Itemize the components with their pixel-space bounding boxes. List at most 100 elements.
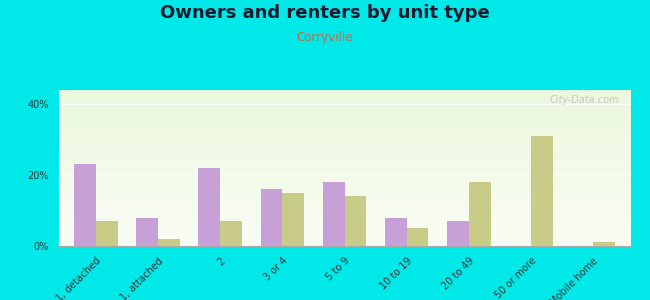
Bar [58,157,630,158]
Bar [58,99,630,100]
Bar [58,141,630,142]
Bar [58,92,630,93]
Bar [58,236,630,237]
Bar [58,162,630,163]
Bar [58,193,630,194]
Bar [58,163,630,164]
Bar [58,228,630,229]
Bar [58,122,630,123]
Bar [58,212,630,213]
Bar [58,180,630,181]
Bar [58,226,630,227]
Bar [198,168,220,246]
Bar [58,123,630,124]
Bar [58,199,630,200]
Bar [58,139,630,140]
Bar [58,192,630,193]
Bar [74,164,96,246]
Bar [58,133,630,134]
Bar [58,238,630,239]
Bar [58,237,630,238]
Bar [58,118,630,119]
Bar [58,196,630,197]
Bar [58,229,630,230]
Bar [58,211,630,212]
Bar [58,138,630,139]
Bar [58,185,630,186]
Bar [58,221,630,222]
Bar [261,189,282,246]
Text: Corryville: Corryville [297,32,353,44]
Bar [58,194,630,195]
Bar [58,220,630,221]
Bar [58,227,630,228]
Bar [58,117,630,118]
Bar [58,181,630,182]
Bar [58,136,630,137]
Bar [96,221,118,246]
Bar [58,106,630,107]
Bar [58,186,630,187]
Bar [282,193,304,246]
Bar [385,218,407,246]
Bar [58,223,630,224]
Bar [58,200,630,201]
Bar [58,151,630,152]
Bar [58,215,630,216]
Bar [344,196,366,246]
Bar [58,94,630,95]
Bar [58,245,630,246]
Bar [58,113,630,114]
Bar [58,204,630,205]
Bar [58,243,630,244]
Bar [58,135,630,136]
Bar [58,178,630,179]
Bar [58,111,630,112]
Bar [58,235,630,236]
Bar [58,182,630,183]
Text: City-Data.com: City-Data.com [549,95,619,105]
Bar [58,177,630,178]
Bar [58,102,630,103]
Bar [58,230,630,231]
Bar [58,100,630,101]
Bar [58,172,630,173]
Bar [58,233,630,234]
Bar [58,239,630,240]
Bar [58,114,630,115]
Bar [58,175,630,176]
Bar [220,221,242,246]
Bar [58,152,630,153]
Bar [58,128,630,129]
Bar [58,207,630,208]
Bar [58,134,630,135]
Bar [58,108,630,109]
Bar [58,240,630,241]
Bar [58,208,630,209]
Bar [58,97,630,98]
Bar [58,189,630,190]
Bar [58,143,630,144]
Bar [58,142,630,143]
Bar [58,145,630,146]
Bar [58,116,630,117]
Bar [58,127,630,128]
Bar [323,182,345,246]
Bar [58,216,630,217]
Bar [58,166,630,167]
Bar [58,187,630,188]
Bar [407,228,428,246]
Bar [58,112,630,113]
Bar [58,146,630,147]
Bar [58,169,630,170]
Bar [58,188,630,189]
Bar [58,150,630,151]
Bar [58,231,630,232]
Bar [58,104,630,105]
Bar [58,153,630,154]
Bar [58,103,630,104]
Bar [58,241,630,242]
Bar [58,155,630,156]
Bar [58,90,630,91]
Bar [447,221,469,246]
